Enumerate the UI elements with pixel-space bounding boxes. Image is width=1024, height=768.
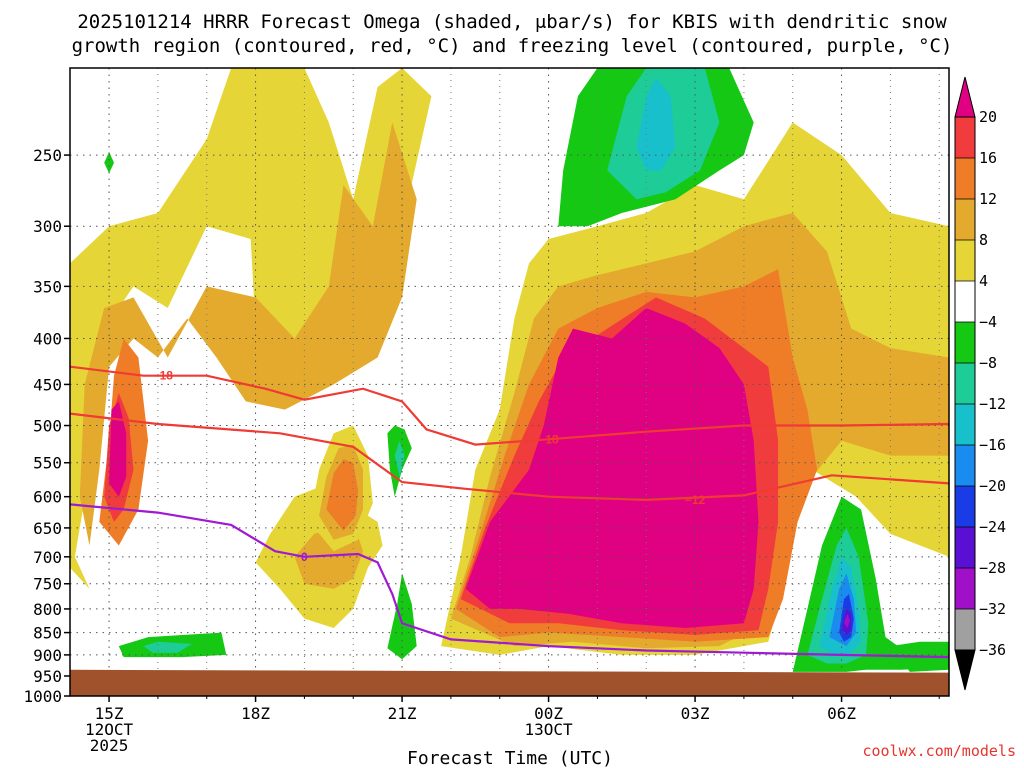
contour-line-dgz-bottom [70, 412, 949, 502]
colorbar-label: −32 [979, 600, 1006, 618]
omega-small-sink-6 [104, 151, 114, 174]
x-tick-label-18Z: 18Z [241, 704, 270, 723]
colorbar-bin [955, 568, 975, 609]
colorbar-bin [955, 322, 975, 363]
omega-level-small-rise-2 [326, 459, 359, 531]
colorbar-bottom-arrow [954, 649, 976, 691]
y-tick-label-250: 250 [33, 146, 62, 165]
omega-field-early-rise [70, 68, 432, 589]
colorbar-bin [955, 117, 975, 158]
contour-line-dgz-top [70, 365, 949, 446]
x-tick-date-00Z: 13OCT [524, 720, 573, 739]
colorbar-label: −28 [979, 559, 1006, 577]
omega-small-sink-2 [387, 573, 417, 660]
ground-terrain [70, 669, 949, 696]
omega-field-main-rise [441, 122, 949, 655]
y-tick-label-650: 650 [33, 519, 62, 538]
omega-small-sink-1 [143, 641, 193, 653]
omega-field-small-rise [309, 425, 373, 552]
x-tick-year-15Z: 2025 [90, 736, 129, 755]
y-tick-label-850: 850 [33, 624, 62, 643]
y-tick-label-800: 800 [33, 600, 62, 619]
colorbar-label: −24 [979, 518, 1006, 536]
x-tick-label-06Z: 06Z [827, 704, 856, 723]
chart-title-line-2: growth region (contoured, red, °C) and f… [72, 35, 953, 57]
y-tick-label-450: 450 [33, 375, 62, 394]
y-tick-label-400: 400 [33, 329, 62, 348]
omega-level-early-rise-0 [70, 68, 432, 589]
y-tick-label-700: 700 [33, 548, 62, 567]
colorbar-bin [955, 199, 975, 240]
y-tick-label-550: 550 [33, 454, 62, 473]
x-axis-label: Forecast Time (UTC) [407, 748, 613, 768]
contour-label-dgz-bottom: −18 [538, 432, 559, 446]
ground-layer [70, 669, 949, 696]
colorbar-bin [955, 445, 975, 486]
colorbar-top-arrow [954, 76, 976, 118]
colorbar-label: −36 [979, 641, 1006, 659]
contour-label-dgz-top: −18 [153, 369, 174, 383]
y-axis: 250 300 350 400 450 500 550 600 650 700 750 800 850 9… [23, 146, 70, 706]
omega-field-sink-upper [558, 68, 754, 227]
contour-layer: −18 −18 −12 0 [70, 365, 949, 659]
colorbar-bin [955, 486, 975, 527]
omega-level-main-rise-4 [465, 308, 759, 628]
colorbar-label: −16 [979, 436, 1006, 454]
omega-level-early-rise-1 [79, 122, 417, 546]
colorbar-bin [955, 527, 975, 568]
contour-dgz-top [70, 365, 949, 446]
colorbar-label: 16 [979, 149, 997, 167]
colorbar-bin [955, 363, 975, 404]
omega-small-sinks [104, 151, 949, 672]
y-tick-label-350: 350 [33, 277, 62, 296]
contour-dgz-bottom [70, 412, 949, 502]
omega-level-sink-upper-2 [636, 77, 676, 171]
contour-label-dgz-bottom: −12 [685, 493, 706, 507]
colorbar-bin [955, 240, 975, 281]
colorbar-label: −8 [979, 354, 997, 372]
contour-label-freezing-level: 0 [301, 550, 308, 564]
x-tick-label-21Z: 21Z [388, 704, 417, 723]
plot-frame [69, 67, 950, 697]
omega-small-sink-4 [394, 440, 405, 477]
colorbar-bin [955, 404, 975, 445]
contour-line-freezing-level [70, 503, 949, 659]
x-tick-label-03Z: 03Z [681, 704, 710, 723]
y-tick-label-750: 750 [33, 575, 62, 594]
colorbar-bin [955, 281, 975, 322]
chart-title-line-1: 2025101214 HRRR Forecast Omega (shaded, … [77, 11, 947, 33]
contour-freezing-level [70, 503, 949, 659]
colorbar-label: 8 [979, 231, 988, 249]
colorbar-bin [955, 158, 975, 199]
colorbar-label: −20 [979, 477, 1006, 495]
x-tick-date-15Z: 12OCT [85, 720, 134, 739]
colorbar-label: −12 [979, 395, 1006, 413]
colorbar: 20 16 12 8 4 −4 −8 −12 −16 −20 −24 −28 −32 −36 [954, 76, 1006, 691]
credit-link[interactable]: coolwx.com/models [862, 742, 1016, 760]
colorbar-label: 4 [979, 272, 988, 290]
omega-field-sink-lower [792, 496, 949, 672]
y-tick-label-900: 900 [33, 646, 62, 665]
y-tick-label-1000: 1000 [23, 687, 62, 706]
omega-level-sink-lower-6 [844, 613, 850, 628]
y-tick-label-300: 300 [33, 217, 62, 236]
grid-layer [70, 68, 949, 696]
colorbar-label: 12 [979, 190, 997, 208]
x-tick-label-15Z: 15Z [95, 704, 124, 723]
y-tick-label-600: 600 [33, 488, 62, 507]
y-tick-label-950: 950 [33, 667, 62, 686]
omega-level-early-rise-4 [109, 401, 127, 497]
omega-shading-layer [70, 68, 949, 672]
colorbar-label: −4 [979, 313, 997, 331]
y-tick-label-500: 500 [33, 417, 62, 436]
colorbar-bin [955, 609, 975, 650]
x-tick-label-00Z: 00Z [534, 704, 563, 723]
colorbar-label: 20 [979, 108, 997, 126]
